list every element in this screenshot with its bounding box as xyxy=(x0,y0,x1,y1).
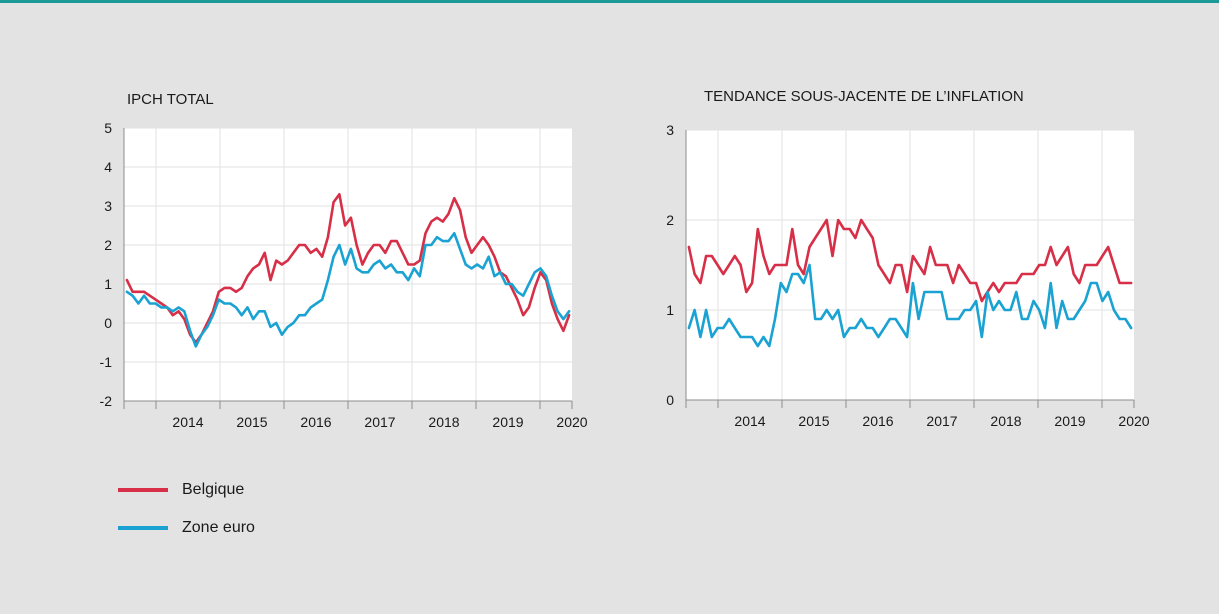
y-tick-label: 1 xyxy=(666,302,674,318)
x-tick-label: 2019 xyxy=(1054,413,1085,429)
x-tick-label: 2018 xyxy=(990,413,1021,429)
x-tick-label: 2017 xyxy=(364,414,395,430)
y-tick-label: 4 xyxy=(104,159,112,175)
y-tick-label: 5 xyxy=(104,120,112,136)
chart-title: TENDANCE SOUS-JACENTE DE L’INFLATION xyxy=(704,88,1024,105)
series-line-belgique xyxy=(687,218,1133,303)
x-tick-label: 2017 xyxy=(926,413,957,429)
chart-1: 5 4 3 2 1 0 -1 -2 2014 2015 2016 2017 2018 2019 2020 IP… xyxy=(100,91,588,430)
y-tick-label: 3 xyxy=(104,198,112,214)
legend-item-belgique: Belgique xyxy=(118,478,244,502)
x-tick-label: 2015 xyxy=(236,414,267,430)
y-tick-label: -1 xyxy=(100,354,113,370)
x-tick-label: 2020 xyxy=(556,414,587,430)
y-tick-label: 2 xyxy=(104,237,112,253)
chart-2: 3 2 1 0 2014 2015 2016 2017 2018 2019 2020 TENDANCE… xyxy=(666,88,1150,429)
legend-item-zone-euro: Zone euro xyxy=(118,516,255,540)
x-tick-label: 2016 xyxy=(862,413,893,429)
legend: Belgique Zone euro xyxy=(118,478,418,558)
x-tick-label: 2019 xyxy=(492,414,523,430)
y-tick-label: 2 xyxy=(666,212,674,228)
legend-swatch-zone-euro xyxy=(118,526,168,530)
series-line-zone-euro xyxy=(125,232,571,348)
x-tick-label: 2016 xyxy=(300,414,331,430)
legend-swatch-belgique xyxy=(118,488,168,492)
legend-label-zone-euro: Zone euro xyxy=(182,519,255,536)
y-tick-label: 1 xyxy=(104,276,112,292)
y-tick-label: 3 xyxy=(666,122,674,138)
series-line-zone-euro xyxy=(687,263,1133,348)
x-tick-label: 2018 xyxy=(428,414,459,430)
top-accent-rule xyxy=(0,0,1219,3)
x-tick-label: 2014 xyxy=(734,413,765,429)
y-tick-label: 0 xyxy=(104,315,112,331)
chart-title: IPCH TOTAL xyxy=(127,91,214,108)
y-tick-label: -2 xyxy=(100,393,113,409)
y-tick-label: 0 xyxy=(666,392,674,408)
x-tick-label: 2020 xyxy=(1118,413,1149,429)
x-tick-label: 2015 xyxy=(798,413,829,429)
x-tick-label: 2014 xyxy=(172,414,203,430)
legend-label-belgique: Belgique xyxy=(182,481,245,498)
